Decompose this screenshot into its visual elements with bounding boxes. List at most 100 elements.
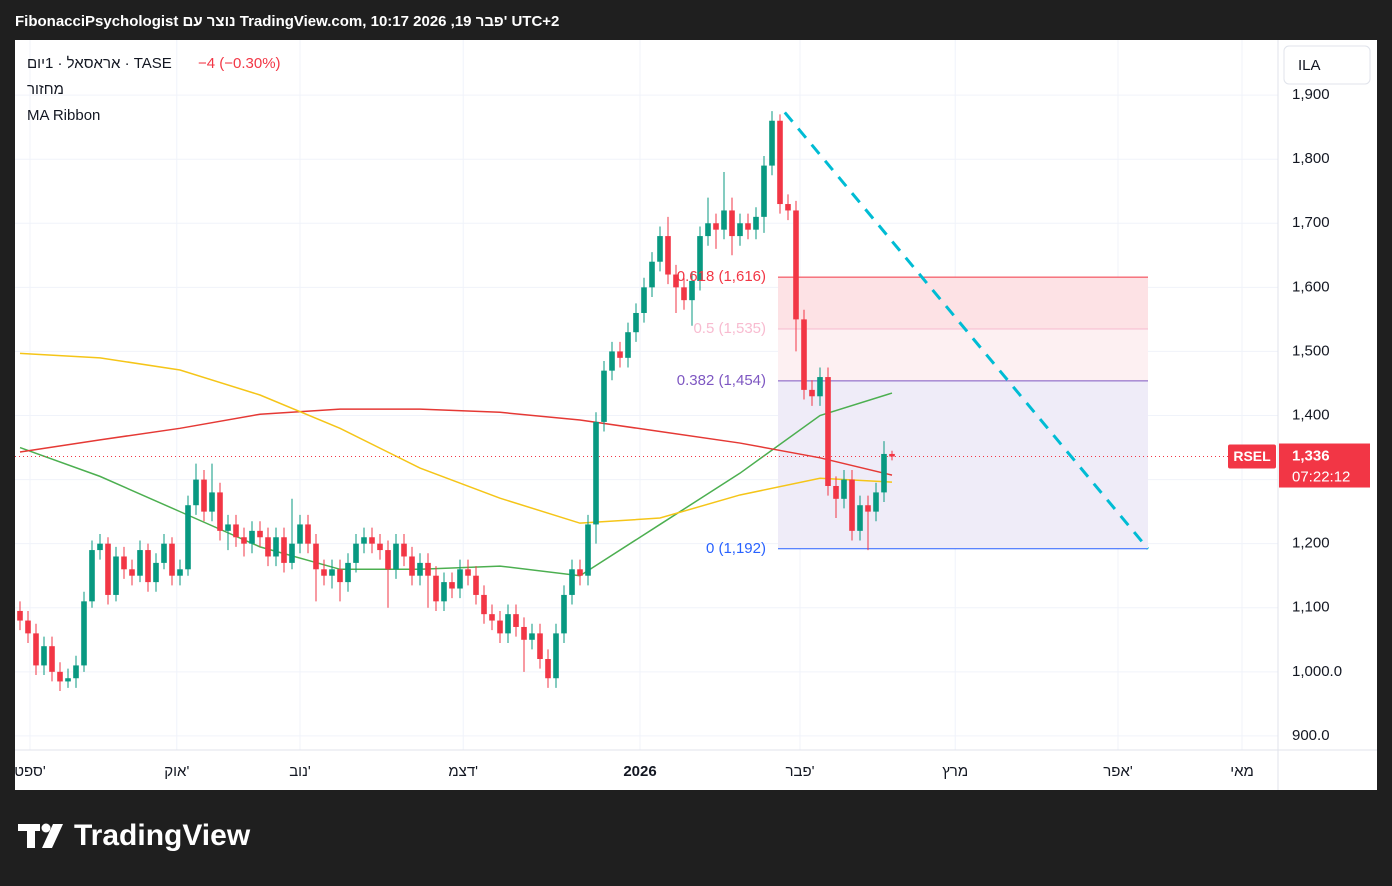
candle-body xyxy=(313,543,319,570)
candle-body xyxy=(553,633,559,679)
header-title: FibonacciPsychologist נוצר עם TradingVie… xyxy=(15,13,559,30)
candle-body xyxy=(513,614,519,627)
x-tick-label: מרץ xyxy=(942,763,968,780)
candle-body xyxy=(537,633,543,660)
candle-body xyxy=(457,569,463,589)
candle-body xyxy=(321,569,327,576)
candle-body xyxy=(633,312,639,333)
candle-body xyxy=(745,223,751,230)
candle-body xyxy=(25,620,31,634)
candle-body xyxy=(249,530,255,544)
candle-body xyxy=(81,601,87,666)
candle-body xyxy=(673,274,679,288)
x-tick-label: ספט' xyxy=(14,763,46,780)
candle-body xyxy=(425,562,431,576)
candle-body xyxy=(593,421,599,525)
candle-body xyxy=(569,569,575,595)
candle-body xyxy=(409,556,415,576)
candle-body xyxy=(233,524,239,538)
candle-body xyxy=(705,223,711,237)
candle-body xyxy=(785,204,791,211)
candle-body xyxy=(529,633,535,640)
candle-body xyxy=(585,524,591,576)
candle-body xyxy=(337,569,343,583)
candle-body xyxy=(201,479,207,512)
candle-body xyxy=(17,610,23,621)
candle-body xyxy=(145,550,151,583)
trend-line xyxy=(783,111,1150,550)
indicator: מחזור xyxy=(27,81,64,98)
brand: TradingView xyxy=(74,819,251,852)
candle-body xyxy=(105,543,111,595)
candle-body xyxy=(761,165,767,217)
candle-body xyxy=(561,594,567,634)
y-tick-label: 1,000.0 xyxy=(1292,663,1342,680)
change: −4 (−0.30%) xyxy=(198,55,281,72)
candle-body xyxy=(265,537,271,557)
fib-zone xyxy=(778,380,1148,549)
candle-body xyxy=(841,479,847,499)
candle-body xyxy=(209,492,215,512)
ma-line xyxy=(19,408,893,476)
x-tick-label: מאי xyxy=(1230,763,1254,780)
ticker-box xyxy=(1228,444,1276,469)
candle-body xyxy=(481,594,487,615)
x-tick-label: 2026 xyxy=(623,763,656,780)
candle-body xyxy=(305,524,311,544)
candle-body xyxy=(377,543,383,551)
fib-label: 0 (1,192) xyxy=(706,540,766,557)
candle-body xyxy=(137,550,143,576)
candle-body xyxy=(737,223,743,237)
candle-body xyxy=(401,543,407,557)
y-tick-label: 1,800 xyxy=(1292,150,1330,167)
candle-body xyxy=(385,550,391,570)
candle-body xyxy=(473,575,479,595)
candle-body xyxy=(697,236,703,281)
y-tick-label: 900.0 xyxy=(1292,727,1330,744)
candle-body xyxy=(89,550,95,602)
ma-line xyxy=(19,352,893,524)
candle-body xyxy=(49,646,55,672)
candle-body xyxy=(465,569,471,576)
candle-body xyxy=(809,389,815,397)
candle-body xyxy=(777,120,783,205)
candle-body xyxy=(889,453,895,457)
plot xyxy=(15,40,1278,750)
candle-body xyxy=(113,556,119,595)
currency: ILA xyxy=(1298,57,1321,74)
candle-body xyxy=(441,582,447,602)
candle-body xyxy=(393,543,399,570)
candle-body xyxy=(881,453,887,493)
candle-body xyxy=(41,646,47,666)
fib-label: 0.382 (1,454) xyxy=(677,372,766,389)
candle-body xyxy=(729,210,735,237)
candle-body xyxy=(281,537,287,563)
candle-body xyxy=(241,537,247,544)
candle-body xyxy=(161,543,167,563)
candle-body xyxy=(57,671,63,682)
x-tick-label: אפר' xyxy=(1103,763,1133,780)
candle-body xyxy=(665,236,671,275)
candle-body xyxy=(833,485,839,499)
symbol: אראסאל · 1יום · TASE xyxy=(27,55,172,72)
candle-body xyxy=(801,319,807,390)
candle-body xyxy=(713,223,719,230)
indicator: MA Ribbon xyxy=(27,107,100,124)
candle-body xyxy=(521,626,527,640)
candle-body xyxy=(689,280,695,301)
candle-body xyxy=(849,479,855,531)
candle-body xyxy=(97,543,103,551)
candle-body xyxy=(345,562,351,583)
x-tick-label: אוק' xyxy=(164,763,189,780)
currency-box[interactable] xyxy=(1283,45,1371,85)
y-tick-label: 1,400 xyxy=(1292,406,1330,423)
candle-body xyxy=(129,569,135,576)
candle-body xyxy=(65,678,71,682)
y-tick-label: 1,900 xyxy=(1292,86,1330,103)
y-tick-label: 1,500 xyxy=(1292,342,1330,359)
countdown: 07:22:12 xyxy=(1292,468,1350,485)
candle-body xyxy=(329,569,335,576)
candle-body xyxy=(33,633,39,666)
